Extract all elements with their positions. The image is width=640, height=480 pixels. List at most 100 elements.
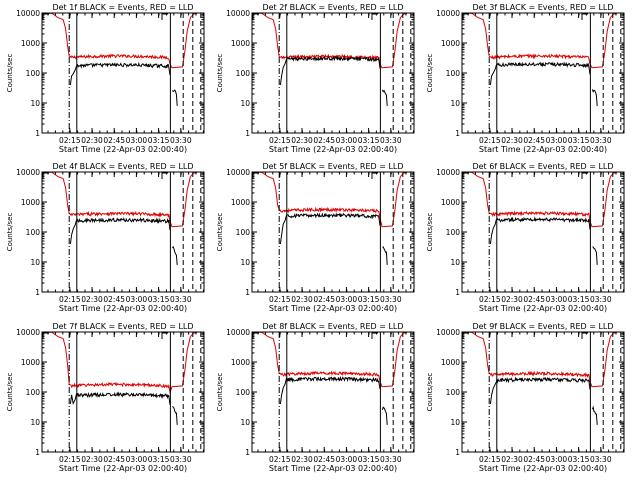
series-line-events-tail xyxy=(381,89,388,106)
series-line-events-tail xyxy=(171,245,178,265)
y-tick-label: 1 xyxy=(35,288,40,297)
x-tick-label: 03:30 xyxy=(170,295,192,304)
x-axis-label: Start Time (22-Apr-03 02:00:40) xyxy=(59,464,187,473)
x-tick-label: 02:45 xyxy=(313,455,335,464)
x-tick-label: 03:15 xyxy=(358,455,380,464)
y-tick-label: 10000 xyxy=(16,9,40,18)
series-line-events xyxy=(69,391,171,406)
plot-area xyxy=(252,13,412,133)
x-tick-label: 03:30 xyxy=(590,295,612,304)
y-axis-label: Counts/sec xyxy=(6,373,14,412)
x-tick-label: 02:30 xyxy=(81,455,103,464)
y-tick-label: 10 xyxy=(450,258,460,267)
y-tick-label: 100 xyxy=(26,69,41,78)
y-tick-label: 100 xyxy=(26,228,41,237)
y-tick-label: 10 xyxy=(450,99,460,108)
y-tick-label: 1 xyxy=(245,129,250,138)
series-line-events-tail xyxy=(591,89,598,106)
y-axis-label: Counts/sec xyxy=(426,213,434,252)
plot-area xyxy=(42,172,202,292)
x-axis-label: Start Time (22-Apr-03 02:00:40) xyxy=(269,464,397,473)
x-axis-label: Start Time (22-Apr-03 02:00:40) xyxy=(59,145,187,154)
y-tick-label: 100 xyxy=(446,69,461,78)
x-tick-label: 02:15 xyxy=(59,136,81,145)
y-tick-label: 100 xyxy=(26,388,41,397)
y-tick-label: 1000 xyxy=(441,39,460,48)
x-tick-label: 02:45 xyxy=(103,136,125,145)
x-tick-label: 02:30 xyxy=(291,295,313,304)
y-tick-label: 1 xyxy=(455,288,460,297)
series-line-events-tail xyxy=(591,405,598,425)
series-line-events xyxy=(489,216,591,244)
x-tick-label: 02:15 xyxy=(269,455,291,464)
x-axis-label: Start Time (22-Apr-03 02:00:40) xyxy=(479,145,607,154)
series-line-events xyxy=(279,375,381,404)
x-tick-label: 02:45 xyxy=(103,295,125,304)
x-axis-label: Start Time (22-Apr-03 02:00:40) xyxy=(269,145,397,154)
series-line-lld xyxy=(462,13,617,69)
panel-title: Det 1f BLACK = Events, RED = LLD xyxy=(52,3,193,12)
y-tick-label: 1000 xyxy=(21,198,40,207)
y-tick-label: 1 xyxy=(35,129,40,138)
series-line-lld xyxy=(252,332,407,388)
series-line-lld xyxy=(462,172,617,228)
y-tick-label: 1000 xyxy=(21,39,40,48)
x-axis-label: Start Time (22-Apr-03 02:00:40) xyxy=(479,464,607,473)
x-tick-label: 03:00 xyxy=(546,455,568,464)
series-line-events xyxy=(489,61,591,85)
y-tick-label: 100 xyxy=(236,69,251,78)
y-tick-label: 1000 xyxy=(231,358,250,367)
panel-title: Det 2f BLACK = Events, RED = LLD xyxy=(262,3,403,12)
y-tick-label: 10000 xyxy=(16,168,40,177)
y-axis-label: Counts/sec xyxy=(6,54,14,93)
x-tick-label: 03:30 xyxy=(590,136,612,145)
x-tick-label: 02:30 xyxy=(501,455,523,464)
x-tick-label: 03:15 xyxy=(148,295,170,304)
y-tick-label: 1 xyxy=(35,448,40,457)
x-tick-label: 03:00 xyxy=(336,455,358,464)
plot-area xyxy=(42,13,202,133)
x-tick-label: 02:30 xyxy=(501,136,523,145)
x-tick-label: 02:30 xyxy=(81,295,103,304)
y-axis-label: Counts/sec xyxy=(6,213,14,252)
series-line-lld xyxy=(42,332,197,395)
x-tick-label: 03:00 xyxy=(126,295,148,304)
x-tick-label: 03:00 xyxy=(336,136,358,145)
x-tick-label: 03:30 xyxy=(170,136,192,145)
y-tick-label: 1 xyxy=(455,448,460,457)
y-tick-label: 100 xyxy=(446,388,461,397)
x-tick-label: 03:15 xyxy=(148,455,170,464)
x-tick-label: 02:45 xyxy=(523,136,545,145)
x-tick-label: 03:30 xyxy=(170,455,192,464)
x-tick-label: 02:15 xyxy=(269,136,291,145)
x-tick-label: 03:00 xyxy=(126,136,148,145)
x-tick-label: 03:15 xyxy=(568,455,590,464)
detector-panel: Det 5f BLACK = Events, RED = LLD 1 10 100 10… xyxy=(216,162,415,313)
y-tick-label: 1000 xyxy=(21,358,40,367)
detector-panel: Det 7f BLACK = Events, RED = LLD 1 10 100 10… xyxy=(6,322,205,473)
y-axis-label: Counts/sec xyxy=(426,54,434,93)
x-tick-label: 03:00 xyxy=(336,295,358,304)
x-tick-label: 02:45 xyxy=(313,295,335,304)
panel-title: Det 6f BLACK = Events, RED = LLD xyxy=(472,162,613,171)
x-tick-label: 03:30 xyxy=(590,455,612,464)
y-tick-label: 10 xyxy=(450,418,460,427)
panel-title: Det 7f BLACK = Events, RED = LLD xyxy=(52,322,193,331)
y-tick-label: 100 xyxy=(236,388,251,397)
detector-panel: Det 9f BLACK = Events, RED = LLD 1 10 100 10… xyxy=(426,322,625,473)
series-line-events-tail xyxy=(382,246,388,265)
y-tick-label: 1000 xyxy=(231,39,250,48)
x-tick-label: 02:45 xyxy=(523,295,545,304)
y-tick-label: 10000 xyxy=(226,328,250,337)
series-line-lld xyxy=(462,332,617,388)
plot-area xyxy=(462,13,622,133)
x-tick-label: 02:45 xyxy=(103,455,125,464)
x-tick-label: 02:15 xyxy=(59,295,81,304)
plot-area xyxy=(252,332,412,452)
x-tick-label: 03:15 xyxy=(358,136,380,145)
x-tick-label: 02:15 xyxy=(59,455,81,464)
y-tick-label: 10 xyxy=(240,418,250,427)
detector-panel: Det 6f BLACK = Events, RED = LLD 1 10 100 10… xyxy=(426,162,625,313)
x-tick-label: 02:15 xyxy=(269,295,291,304)
